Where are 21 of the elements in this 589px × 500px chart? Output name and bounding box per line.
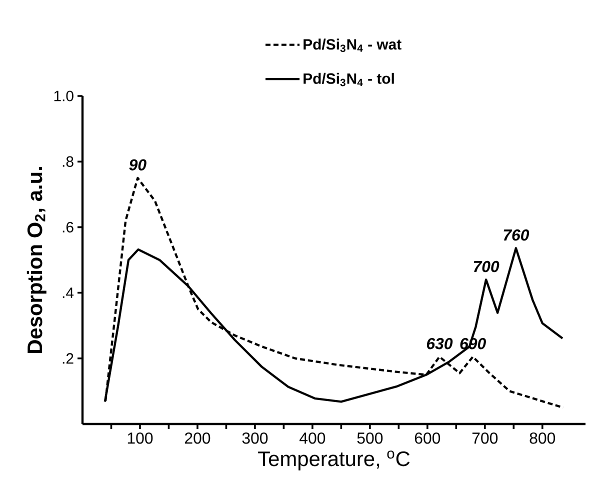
legend-label: Pd/Si$_{3}$N$_{4}$ - tol — [304, 72, 394, 86]
x-tick-label: 400 — [300, 432, 326, 444]
x-tick-label: 800 — [530, 432, 556, 444]
y-tick-label: 1.0 — [54, 90, 74, 102]
annotation: 700 — [474, 260, 500, 272]
x-tick-label: 500 — [357, 432, 383, 444]
x-tick-label: 700 — [472, 432, 498, 444]
x-axis-title: Temperature, $^{o}$C — [258, 450, 410, 470]
x-tick-label: 600 — [414, 432, 440, 444]
y-axis-title: Desorption O$_{2}$, a.u. — [26, 167, 46, 353]
legend-label: Pd/Si$_{3}$N$_{4}$ - wat — [304, 38, 402, 52]
y-tick-label: .8 — [62, 156, 74, 167]
y-tick-label: .2 — [62, 353, 74, 364]
annotation: 90 — [129, 159, 146, 170]
x-tick-label: 300 — [242, 432, 268, 444]
x-tick-label: 100 — [128, 432, 153, 444]
y-tick-label: .6 — [62, 222, 74, 232]
annotation: 630 — [426, 338, 453, 350]
annotation: 760 — [504, 229, 530, 241]
y-tick-label: .4 — [62, 288, 74, 298]
x-tick-label: 200 — [184, 432, 210, 444]
